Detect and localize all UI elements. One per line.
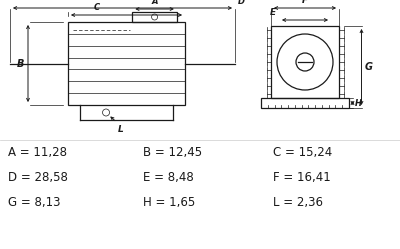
Text: E = 8,48: E = 8,48 [143, 171, 194, 184]
Text: L: L [118, 124, 124, 133]
Text: F = 16,41: F = 16,41 [273, 171, 331, 184]
Text: H = 1,65: H = 1,65 [143, 195, 195, 208]
Text: A = 11,28: A = 11,28 [8, 145, 67, 159]
Text: F: F [302, 0, 308, 5]
Text: G = 8,13: G = 8,13 [8, 195, 60, 208]
Bar [261, 98, 349, 108]
Text: C: C [94, 3, 100, 12]
Text: E: E [270, 8, 276, 17]
Text: C = 15,24: C = 15,24 [273, 145, 332, 159]
Bar [68, 22, 185, 105]
Text: G: G [364, 62, 372, 72]
Text: H: H [354, 99, 362, 108]
Bar [132, 12, 177, 22]
Text: A: A [151, 0, 158, 6]
Text: B: B [17, 59, 24, 68]
Text: B = 12,45: B = 12,45 [143, 145, 202, 159]
Text: D: D [238, 0, 245, 6]
Text: L = 2,36: L = 2,36 [273, 195, 323, 208]
Bar [271, 26, 339, 98]
Text: D = 28,58: D = 28,58 [8, 171, 68, 184]
